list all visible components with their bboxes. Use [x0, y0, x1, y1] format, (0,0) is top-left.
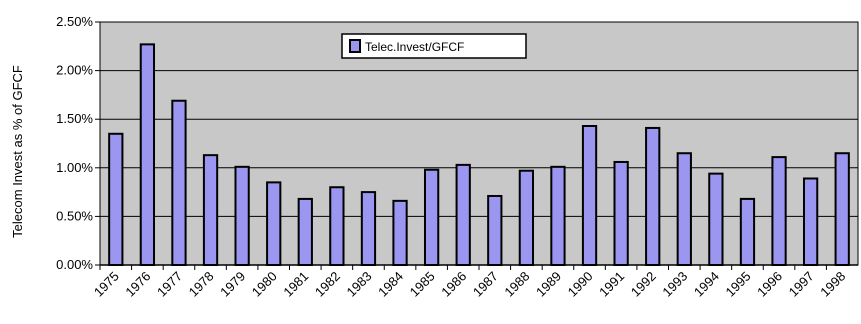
x-tick-label: 1979 [217, 269, 248, 300]
legend: Telec.Invest/GFCF [341, 33, 527, 59]
x-tick-label: 1978 [186, 269, 217, 300]
x-tick-label: 1984 [375, 269, 406, 300]
legend-label: Telec.Invest/GFCF [365, 40, 464, 54]
bar [171, 99, 187, 267]
x-tick-label: 1977 [154, 269, 185, 300]
x-tick-label: 1993 [659, 269, 690, 300]
y-tick-label: 1.00% [56, 160, 93, 175]
bar [423, 168, 440, 266]
x-axis: 1975 1976 1977 1978 1979 1980 1981 1982 1983 1984… [91, 264, 858, 300]
bar [297, 197, 313, 267]
bar [676, 152, 692, 266]
x-tick-label: 1989 [533, 269, 564, 300]
legend-swatch [349, 39, 361, 53]
bar [108, 132, 124, 266]
x-tick-label: 1990 [565, 269, 596, 300]
y-axis: 0.00% 0.50% 1.00% 1.50% 2.00% 2.50% [56, 14, 101, 272]
bar [202, 154, 219, 266]
x-tick-label: 1995 [723, 269, 754, 300]
bars [108, 43, 850, 267]
bar [392, 199, 408, 267]
gridlines [100, 21, 858, 217]
bar [708, 172, 724, 266]
x-tick-label: 1980 [249, 269, 280, 300]
bar [487, 194, 503, 267]
bar [834, 152, 850, 266]
y-tick-label: 0.50% [56, 208, 93, 223]
bar [518, 169, 535, 266]
x-tick-label: 1992 [628, 269, 659, 300]
y-tick-label: 0.00% [56, 257, 93, 272]
bar [802, 177, 819, 267]
bar [739, 197, 756, 267]
bar [455, 163, 471, 266]
bar [550, 165, 566, 266]
bar [613, 160, 629, 266]
y-tick-label: 2.50% [56, 14, 93, 29]
bar [645, 126, 661, 266]
x-tick-label: 1986 [438, 269, 469, 300]
x-tick-label: 1996 [754, 269, 785, 300]
bar [360, 191, 377, 267]
x-tick-label: 1994 [691, 269, 722, 300]
bar [234, 165, 250, 266]
plot-area [99, 21, 859, 266]
bar [139, 43, 156, 266]
x-tick-label: 1991 [596, 269, 627, 300]
bar [581, 125, 598, 266]
x-tick-label: 1998 [817, 269, 848, 300]
bar [266, 181, 282, 267]
x-tick-label: 1981 [280, 269, 311, 300]
y-axis-title: Telecom Invest as % of GFCF [10, 65, 25, 238]
y-tick-label: 2.00% [56, 63, 93, 78]
x-tick-label: 1988 [501, 269, 532, 300]
x-tick-label: 1987 [470, 269, 501, 300]
bar [329, 186, 345, 267]
y-tick-label: 1.50% [56, 111, 93, 126]
legend-box [341, 33, 527, 59]
x-tick-label: 1975 [91, 269, 122, 300]
x-tick-label: 1985 [407, 269, 438, 300]
x-tick-label: 1976 [122, 269, 153, 300]
x-tick-label: 1997 [786, 269, 817, 300]
x-tick-label: 1983 [344, 269, 375, 300]
bar [771, 156, 787, 266]
x-tick-label: 1982 [312, 269, 343, 300]
